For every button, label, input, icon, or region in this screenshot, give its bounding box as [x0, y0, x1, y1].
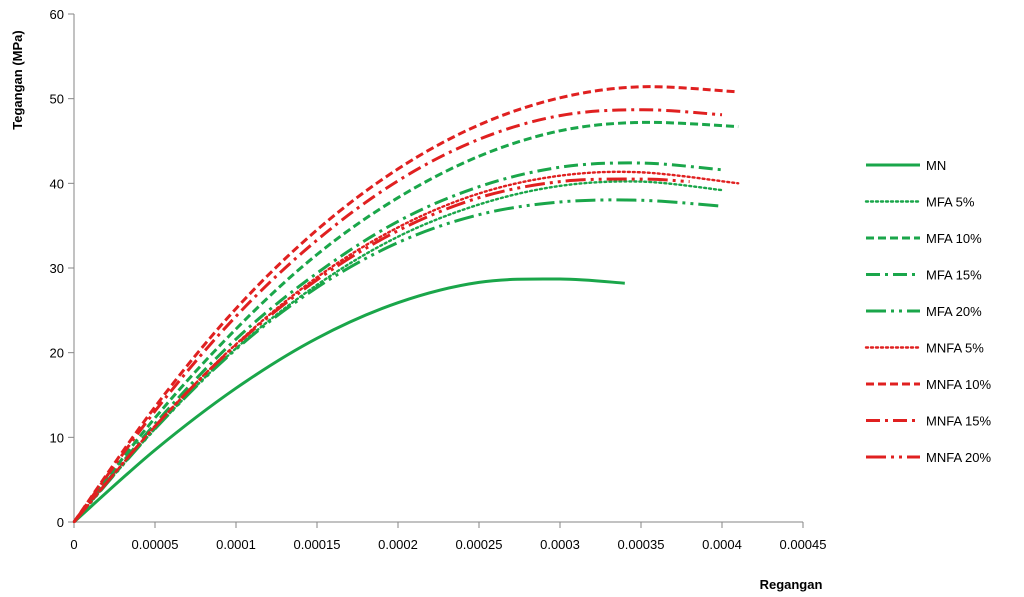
- y-tick-label: 0: [57, 515, 64, 530]
- series-line-mnfa-10: [72, 85, 739, 523]
- legend-label-mfa-15: MFA 15%: [926, 268, 982, 283]
- series-line-mnfa-5: [72, 170, 740, 524]
- legend-label-mn: MN: [926, 158, 946, 173]
- legend-label-mfa-5: MFA 5%: [926, 195, 975, 210]
- series-layer: [72, 85, 740, 524]
- y-axis-title: Tegangan (MPa): [10, 30, 25, 129]
- y-ticks: 0 10 20 30 40 50 60: [50, 7, 74, 530]
- legend-label-mnfa-20: MNFA 20%: [926, 450, 991, 465]
- x-tick-label: 0.0002: [378, 537, 418, 552]
- y-tick-label: 20: [50, 346, 64, 361]
- series-line-mfa-15: [72, 161, 723, 523]
- legend-label-mfa-20: MFA 20%: [926, 304, 982, 319]
- series-line-mnfa-20: [72, 177, 690, 523]
- x-tick-label: 0.0001: [216, 537, 256, 552]
- series-line-mfa-10: [72, 120, 739, 523]
- y-tick-label: 10: [50, 430, 64, 445]
- x-tick-label: 0.00035: [618, 537, 665, 552]
- legend: MN MFA 5% MFA 10% MFA 15% MFA 20% MNFA 5% MNFA…: [864, 158, 991, 465]
- y-tick-label: 60: [50, 7, 64, 22]
- x-tick-label: 0.00015: [294, 537, 341, 552]
- x-tick-label: 0.00025: [456, 537, 503, 552]
- legend-label-mnfa-10: MNFA 10%: [926, 377, 991, 392]
- legend-label-mnfa-15: MNFA 15%: [926, 414, 991, 429]
- x-axis-title: Regangan: [760, 577, 823, 592]
- x-tick-label: 0: [70, 537, 77, 552]
- axes: [73, 14, 803, 523]
- legend-label-mnfa-5: MNFA 5%: [926, 341, 984, 356]
- series-line-mfa-20: [72, 198, 723, 523]
- legend-label-mfa-10: MFA 10%: [926, 231, 982, 246]
- x-tick-label: 0.00005: [132, 537, 179, 552]
- x-tick-label: 0.00045: [780, 537, 827, 552]
- series-line-mfa-5: [72, 180, 724, 524]
- x-tick-label: 0.0004: [702, 537, 742, 552]
- y-tick-label: 50: [50, 92, 64, 107]
- x-ticks: 0 0.00005 0.0001 0.00015 0.0002 0.00025 0.0003…: [70, 522, 827, 552]
- y-tick-label: 30: [50, 261, 64, 276]
- series-line-mn: [73, 277, 625, 524]
- y-tick-label: 40: [50, 176, 64, 191]
- x-tick-label: 0.0003: [540, 537, 580, 552]
